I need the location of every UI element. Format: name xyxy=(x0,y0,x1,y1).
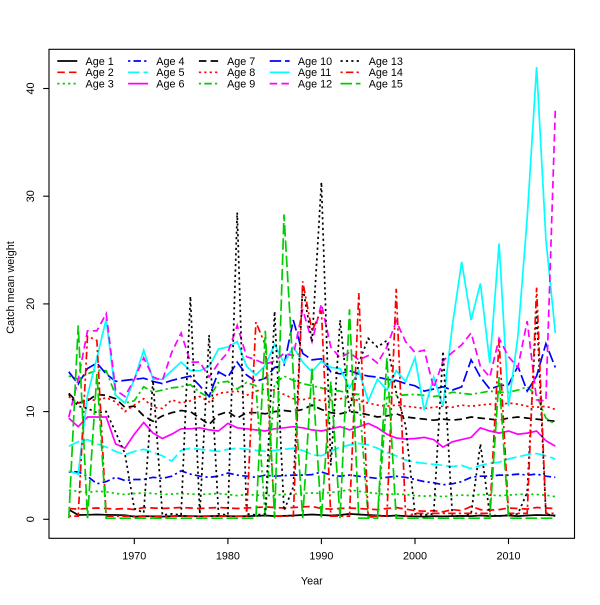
svg-text:30: 30 xyxy=(25,190,37,202)
svg-text:Age 8: Age 8 xyxy=(227,67,255,79)
svg-text:Age 12: Age 12 xyxy=(298,78,332,90)
svg-text:Age 3: Age 3 xyxy=(86,78,114,90)
svg-text:2000: 2000 xyxy=(403,551,427,563)
svg-text:Age 14: Age 14 xyxy=(369,67,403,79)
svg-text:1980: 1980 xyxy=(216,551,240,563)
svg-text:10: 10 xyxy=(25,406,37,418)
svg-text:2010: 2010 xyxy=(496,551,520,563)
svg-text:Age 5: Age 5 xyxy=(156,67,184,79)
svg-text:Age 13: Age 13 xyxy=(369,56,403,68)
svg-text:Age 11: Age 11 xyxy=(298,67,331,79)
svg-text:0: 0 xyxy=(25,516,37,522)
svg-text:Age 6: Age 6 xyxy=(156,78,184,90)
svg-text:20: 20 xyxy=(25,298,37,310)
svg-text:40: 40 xyxy=(25,82,37,94)
svg-text:Year: Year xyxy=(301,576,323,588)
svg-text:1970: 1970 xyxy=(122,551,146,563)
svg-text:Age 15: Age 15 xyxy=(369,78,403,90)
svg-text:Age 1: Age 1 xyxy=(86,56,114,68)
svg-text:Age 4: Age 4 xyxy=(156,56,184,68)
svg-text:Age 2: Age 2 xyxy=(86,67,114,79)
svg-text:Age 10: Age 10 xyxy=(298,56,332,68)
svg-text:Catch mean weight: Catch mean weight xyxy=(5,241,17,333)
svg-text:1990: 1990 xyxy=(309,551,333,563)
svg-text:Age 7: Age 7 xyxy=(227,56,255,68)
svg-text:Age 9: Age 9 xyxy=(227,78,255,90)
